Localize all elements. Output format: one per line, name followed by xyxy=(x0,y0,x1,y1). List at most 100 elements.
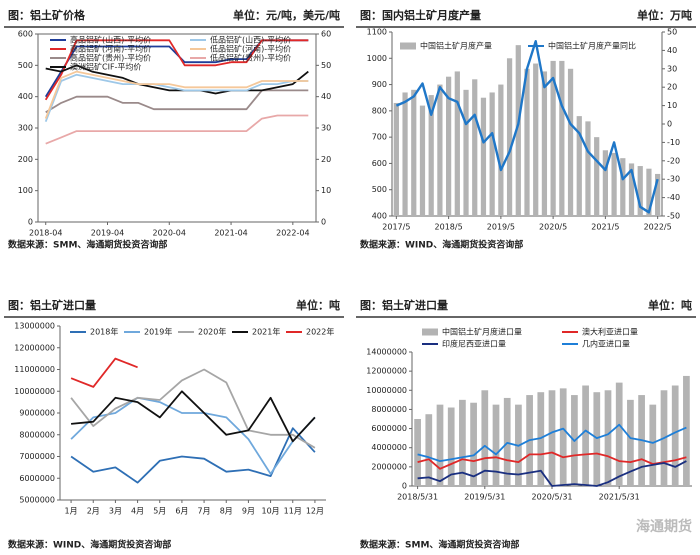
source-note: 数据来源：WIND、海通期货投资咨询部 xyxy=(8,539,171,551)
legend-label: 2021年 xyxy=(252,327,280,337)
x-tick-label: 3月 xyxy=(109,507,122,516)
bar xyxy=(515,45,521,217)
y2-tick-label: 0 xyxy=(321,218,326,227)
bar xyxy=(602,150,608,216)
watermark: 海通期货 xyxy=(636,518,692,535)
line-series xyxy=(417,423,687,462)
x-tick-label: 2018/5/31 xyxy=(397,493,438,502)
y-tick-label: 0 xyxy=(402,482,407,491)
bar xyxy=(524,68,530,216)
y-tick-label: 600 xyxy=(18,30,33,39)
x-tick-label: 6月 xyxy=(175,507,188,516)
line-series xyxy=(395,40,659,214)
x-tick-label: 2020-04 xyxy=(153,229,186,238)
x-tick-label: 2017/5 xyxy=(382,223,410,232)
chart-panel: 图：国内铝土矿月度产量 单位：万吨数据来源：WIND、海通期货投资咨询部40050… xyxy=(356,8,696,251)
legend-label: 低品铝矿(贵州)-平均价 xyxy=(210,53,291,63)
y-tick-label: 10000000 xyxy=(366,386,407,395)
x-tick-label: 2018-04 xyxy=(29,229,62,238)
x-tick-label: 2019-04 xyxy=(91,229,124,238)
y2-tick-label: 40 xyxy=(321,92,331,101)
bar xyxy=(594,137,600,216)
bar xyxy=(503,397,511,486)
y-tick-label: 12000000 xyxy=(14,343,55,352)
legend-label: 中国铝土矿月度产量同比 xyxy=(548,41,636,51)
bar xyxy=(611,152,617,216)
y-tick-label: 6000000 xyxy=(19,474,55,483)
x-tick-label: 2019/5 xyxy=(487,223,515,232)
x-tick-label: 4月 xyxy=(131,507,144,516)
y-tick-label: 7000000 xyxy=(19,452,55,461)
legend-label: 低品铝矿(河南)-平均价 xyxy=(210,44,291,54)
legend-label: 印度尼西亚进口量 xyxy=(442,339,506,349)
x-tick-label: 2022-04 xyxy=(276,229,309,238)
y2-tick-label: 50 xyxy=(321,61,331,70)
x-tick-label: 2021-04 xyxy=(214,229,247,238)
y-tick-label: 400 xyxy=(18,92,33,101)
y2-tick-label: -30 xyxy=(667,175,680,184)
y2-tick-label: -10 xyxy=(667,138,680,147)
bar xyxy=(506,58,513,217)
y-tick-label: 0 xyxy=(28,218,33,227)
x-tick-label: 9月 xyxy=(242,507,255,516)
x-tick-label: 2022/5 xyxy=(644,223,672,232)
y2-tick-label: 0 xyxy=(667,120,672,129)
x-tick-label: 2021/5/31 xyxy=(599,493,640,502)
bar xyxy=(489,92,495,216)
legend-label: 2019年 xyxy=(144,327,172,337)
y-tick-label: 6000000 xyxy=(371,424,407,433)
y-tick-label: 4000000 xyxy=(371,443,407,452)
y-tick-label: 600 xyxy=(372,159,387,168)
bar xyxy=(402,92,408,216)
y-tick-label: 900 xyxy=(372,80,387,89)
y2-tick-label: 60 xyxy=(321,30,331,39)
bar xyxy=(470,402,477,486)
bar xyxy=(550,60,556,216)
bar xyxy=(498,84,504,216)
legend-label: 澳大利亚进口量 xyxy=(582,327,638,337)
bar xyxy=(671,385,679,486)
bar xyxy=(436,404,444,486)
bar xyxy=(548,390,556,486)
y-tick-label: 2000000 xyxy=(371,462,407,471)
line-series xyxy=(44,39,309,101)
x-tick-label: 7月 xyxy=(198,507,211,516)
legend-label: 澳洲铝矿CIF-平均价 xyxy=(70,62,141,72)
y-tick-label: 5000000 xyxy=(19,496,55,505)
unit-label: 单位：吨 xyxy=(648,298,692,312)
bar xyxy=(655,173,661,216)
line-series xyxy=(45,114,309,145)
y-tick-label: 200 xyxy=(18,155,33,164)
y-tick-label: 100 xyxy=(18,186,33,195)
chart-panel: 图：铝土矿价格 单位：元/吨，美元/吨数据来源：SMM、海通期货投资咨询部0100… xyxy=(4,8,344,251)
y-tick-label: 1000 xyxy=(367,54,387,63)
line-series xyxy=(70,368,316,449)
bar xyxy=(481,390,489,486)
x-tick-label: 11月 xyxy=(284,507,302,516)
line-series xyxy=(44,73,309,123)
line-series xyxy=(70,427,316,484)
x-tick-label: 5月 xyxy=(153,507,166,516)
bar xyxy=(567,68,574,216)
legend-label: 中国铝土矿月度进口量 xyxy=(442,327,522,337)
line-series xyxy=(70,396,316,475)
x-tick-label: 2021/5 xyxy=(591,223,619,232)
bar xyxy=(492,404,500,486)
y-tick-label: 9000000 xyxy=(19,409,55,418)
y-tick-label: 1100 xyxy=(367,28,387,37)
x-tick-label: 8月 xyxy=(220,507,233,516)
y2-tick-label: 10 xyxy=(321,186,331,195)
line-series xyxy=(417,451,687,470)
unit-label: 单位：元/吨，美元/吨 xyxy=(233,8,340,22)
line-series xyxy=(44,70,309,119)
chart-title: 图：铝土矿进口量 xyxy=(8,298,96,312)
bar xyxy=(683,375,690,486)
bar xyxy=(459,399,466,486)
y2-tick-label: 20 xyxy=(321,155,331,164)
y2-tick-label: 30 xyxy=(667,64,677,73)
legend-label: 2018年 xyxy=(90,327,118,337)
line-series xyxy=(45,64,309,95)
unit-label: 单位：万吨 xyxy=(637,8,692,22)
y-tick-label: 11000000 xyxy=(14,365,55,374)
